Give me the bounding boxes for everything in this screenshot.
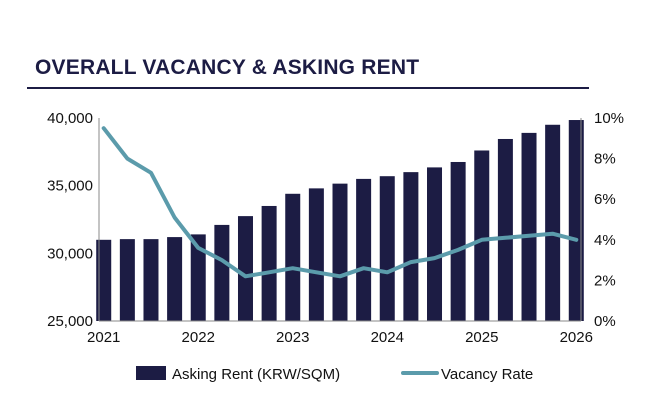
vacancy-line-group bbox=[101, 126, 579, 279]
rent-bar bbox=[285, 193, 301, 321]
y-left-tick-label: 25,000 bbox=[47, 313, 93, 330]
vacancy-rate-line bbox=[101, 126, 579, 279]
rent-bar bbox=[119, 239, 135, 321]
chart-title: OVERALL VACANCY & ASKING RENT bbox=[35, 56, 420, 79]
rent-bar bbox=[450, 161, 466, 321]
y-left-tick-label: 40,000 bbox=[47, 110, 93, 127]
y-left-tick-label: 35,000 bbox=[47, 178, 93, 195]
rent-bar bbox=[497, 138, 513, 321]
rent-bars bbox=[96, 120, 584, 322]
y-right-tick-label: 0% bbox=[594, 313, 616, 330]
rent-bar bbox=[308, 188, 324, 321]
legend-label-rent: Asking Rent (KRW/SQM) bbox=[172, 366, 340, 383]
rent-bar bbox=[332, 183, 348, 321]
y-right-tick-label: 4% bbox=[594, 232, 616, 249]
y-right-tick-label: 10% bbox=[594, 110, 624, 127]
rent-bar bbox=[143, 239, 159, 321]
legend-label-vacancy: Vacancy Rate bbox=[441, 366, 533, 383]
rent-bar bbox=[96, 239, 112, 321]
rent-bar bbox=[167, 237, 183, 321]
x-tick-label: 2026 bbox=[560, 329, 593, 346]
tick-labels: 25,000 30,000 35,000 40,000 0% 2% 4% 6% 8% 10% 202… bbox=[47, 110, 624, 346]
rent-bar bbox=[356, 178, 372, 321]
rent-bar bbox=[190, 234, 206, 321]
rent-bar bbox=[237, 216, 253, 321]
x-tick-label: 2024 bbox=[371, 329, 404, 346]
rent-bar bbox=[403, 172, 419, 321]
y-right-tick-label: 8% bbox=[594, 151, 616, 168]
legend: Asking Rent (KRW/SQM) Vacancy Rate bbox=[136, 366, 533, 383]
title-underline bbox=[27, 87, 589, 89]
y-right-tick-label: 2% bbox=[594, 272, 616, 289]
rent-bar bbox=[261, 205, 277, 321]
rent-bar bbox=[379, 176, 395, 321]
legend-swatch-rent bbox=[136, 366, 166, 380]
y-left-tick-label: 30,000 bbox=[47, 245, 93, 262]
rent-bar bbox=[568, 120, 584, 321]
x-tick-label: 2023 bbox=[276, 329, 309, 346]
rent-bar bbox=[214, 224, 230, 321]
rent-bar bbox=[474, 150, 490, 321]
rent-bar bbox=[427, 167, 443, 321]
axes bbox=[98, 118, 582, 322]
y-right-tick-label: 6% bbox=[594, 191, 616, 208]
x-tick-label: 2025 bbox=[465, 329, 498, 346]
x-tick-label: 2022 bbox=[182, 329, 215, 346]
x-tick-label: 2021 bbox=[87, 329, 120, 346]
rent-bar bbox=[521, 132, 537, 321]
rent-bar bbox=[545, 124, 561, 322]
